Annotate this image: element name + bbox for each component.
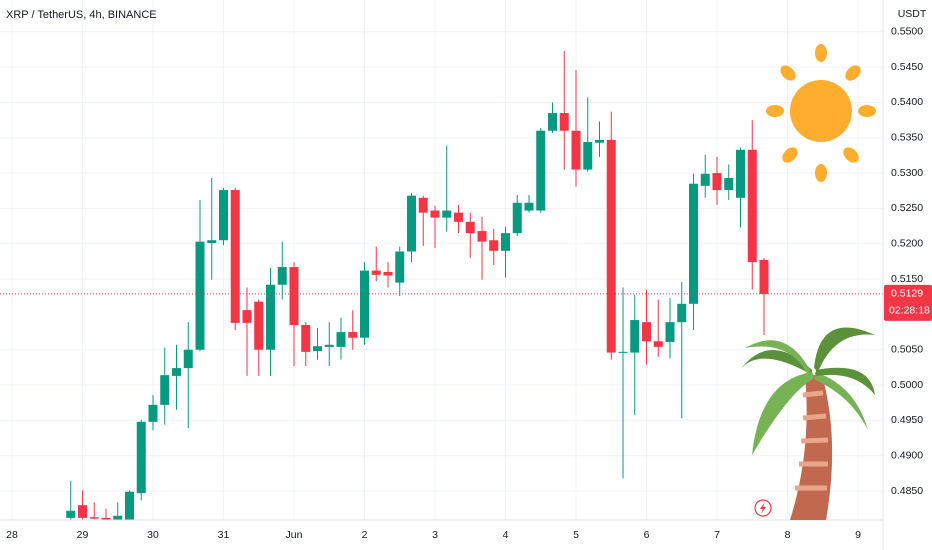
candle-body: [125, 491, 134, 520]
candle-body: [747, 149, 757, 263]
candle-body: [195, 241, 205, 350]
candle-body: [148, 404, 158, 422]
candle-body: [383, 272, 393, 276]
candle-body: [89, 517, 99, 519]
y-tick-label: 0.5400: [891, 96, 923, 108]
candle-body: [689, 183, 698, 304]
candle-body: [736, 149, 745, 198]
candle-body: [759, 260, 769, 294]
x-tick-label: 2: [362, 529, 368, 541]
x-tick-label: 8: [785, 529, 791, 541]
candle-body: [548, 113, 557, 131]
y-tick-label: 0.4900: [891, 449, 923, 461]
candle-body: [230, 190, 240, 323]
candle-body: [136, 421, 146, 494]
candle-body: [512, 202, 522, 234]
x-tick-label: 6: [644, 529, 650, 541]
countdown-label: 02:28:18: [889, 305, 930, 317]
candle-body: [395, 251, 405, 283]
candle-body: [559, 113, 569, 131]
x-tick-label: 30: [147, 529, 159, 541]
candle-body: [172, 368, 181, 376]
candle-body: [642, 322, 651, 342]
y-tick-label: 0.5300: [891, 167, 923, 179]
candle-body: [336, 332, 346, 347]
candle-body: [183, 349, 193, 369]
candle-body: [407, 195, 416, 252]
event-icon[interactable]: [754, 499, 772, 517]
y-tick-label: 0.4850: [891, 485, 923, 497]
y-tick-label: 0.5000: [891, 379, 923, 391]
y-tick-label: 0.5200: [891, 238, 923, 250]
candle-body: [454, 212, 463, 222]
candle-body: [724, 178, 734, 191]
last-price-label: 0.5129: [891, 288, 923, 300]
candle-body: [501, 233, 510, 251]
x-tick-label: 29: [77, 529, 89, 541]
candle-body: [442, 210, 452, 218]
candle-body: [101, 517, 111, 520]
candle-body: [348, 332, 358, 338]
x-tick-label: 31: [218, 529, 230, 541]
candle-body: [113, 515, 123, 520]
candle-body: [324, 344, 334, 347]
candle-body: [524, 202, 534, 211]
y-tick-label: 0.5500: [891, 26, 923, 38]
grid: [0, 0, 883, 520]
candle-body: [571, 130, 581, 170]
y-tick-label: 0.5350: [891, 132, 923, 144]
x-tick-label: 28: [6, 529, 18, 541]
candle-body: [618, 351, 628, 353]
candles: [66, 50, 769, 520]
candle-body: [477, 231, 487, 242]
candle-body: [665, 322, 675, 342]
candle-body: [313, 346, 322, 352]
candle-body: [630, 320, 640, 353]
x-tick-label: Jun: [286, 529, 303, 541]
candle-body: [677, 303, 687, 323]
palm-tree-emoji: [740, 327, 875, 520]
candle-body: [653, 341, 663, 347]
x-tick-label: 9: [855, 529, 861, 541]
candle-body: [254, 301, 264, 350]
candle-body: [219, 190, 228, 241]
x-tick-label: 3: [432, 529, 438, 541]
y-tick-label: 0.5150: [891, 273, 923, 285]
y-tick-label: 0.5250: [891, 202, 923, 214]
candle-body: [430, 210, 440, 218]
candle-body: [465, 221, 475, 234]
candle-body: [242, 310, 252, 323]
x-tick-label: 5: [573, 529, 579, 541]
y-tick-label: 0.5050: [891, 344, 923, 356]
x-tick-label: 4: [503, 529, 509, 541]
candle-body: [289, 267, 299, 325]
candle-body: [371, 270, 381, 275]
last-price-badge: [884, 284, 932, 321]
candle-body: [595, 139, 604, 143]
candle-body: [606, 139, 616, 353]
candle-body: [712, 173, 722, 191]
candle-body: [277, 267, 287, 285]
y-tick-label: 0.5450: [891, 61, 923, 73]
candle-body: [301, 325, 311, 352]
chart-title: XRP / TetherUS, 4h, BINANCE: [6, 9, 157, 21]
sun-emoji: [766, 44, 876, 182]
x-tick-label: 7: [714, 529, 720, 541]
y-axis-label: USDT: [898, 8, 927, 20]
candle-body: [160, 375, 170, 405]
candle-body: [700, 173, 710, 186]
candle-body: [583, 142, 593, 170]
candle-body: [66, 510, 76, 518]
candle-body: [360, 270, 369, 338]
candle-body: [536, 130, 546, 211]
y-tick-label: 0.4950: [891, 414, 923, 426]
candle-body: [207, 240, 217, 244]
candle-body: [489, 240, 499, 251]
candle-body: [418, 197, 428, 213]
candle-body: [266, 284, 275, 350]
candle-body: [78, 505, 87, 518]
